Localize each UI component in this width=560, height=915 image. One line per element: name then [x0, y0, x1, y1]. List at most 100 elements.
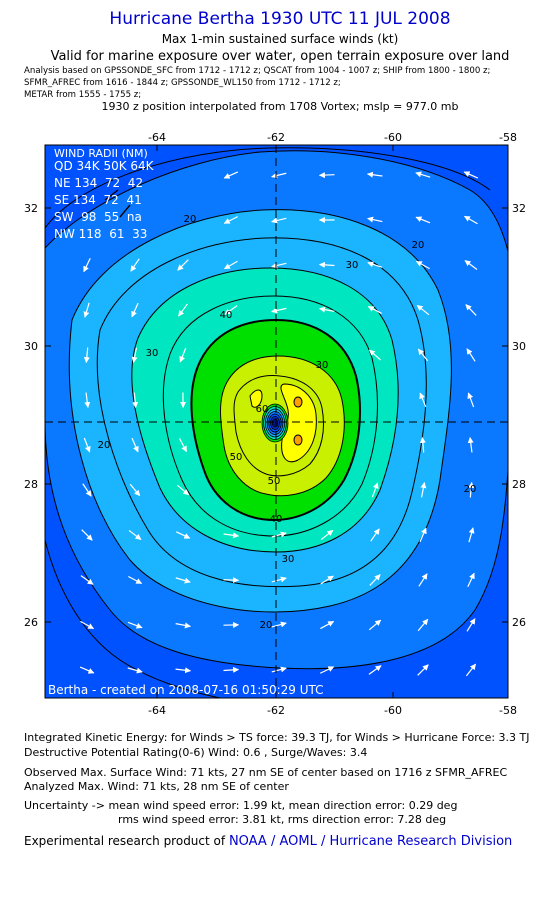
- wind-arrow: [82, 483, 92, 497]
- wind-arrow: [271, 262, 287, 269]
- wind-arrow: [127, 621, 143, 629]
- storm-center: [261, 403, 289, 443]
- wind-arrow: [465, 304, 477, 316]
- band-20kt-contour: [45, 150, 508, 670]
- wind-arrow: [80, 575, 94, 585]
- wind-arrow: [371, 482, 379, 498]
- wind-arrow: [131, 347, 138, 363]
- wind-radii-row-ne: NE 134 72 42: [54, 176, 143, 190]
- contour-label: 30: [282, 554, 295, 565]
- contour-label: 30: [146, 348, 159, 359]
- wind-radii-row-se: SE 134 72 41: [54, 193, 142, 207]
- lon-tick-bottom-62: -62: [267, 704, 285, 717]
- lat-tick-left-26: 26: [24, 616, 38, 629]
- wind-radii-title: WIND RADII (NM): [54, 147, 148, 160]
- wind-arrow: [223, 260, 238, 270]
- wind-arrow: [175, 622, 191, 629]
- wind-arrow: [271, 172, 287, 179]
- wind-arrow: [178, 438, 188, 453]
- wind-arrow: [466, 618, 476, 632]
- contour-label: 50: [230, 452, 243, 463]
- wind-arrow: [467, 436, 474, 453]
- wind-arrow: [175, 531, 191, 539]
- lon-tick-bottom-64: -64: [148, 704, 166, 717]
- wind-arrow: [368, 665, 382, 675]
- ike-summary: Integrated Kinetic Energy: for Winds > T…: [24, 731, 530, 744]
- band-70kt-west: [249, 389, 263, 408]
- wind-arrow: [467, 392, 475, 408]
- map-credit: Bertha - created on 2008-07-16 01:50:29 …: [48, 683, 324, 697]
- max-wind-south: [293, 434, 303, 446]
- contour-label: 20: [184, 214, 197, 225]
- outer-contour-southwest: [45, 539, 221, 698]
- wind-arrow: [417, 348, 429, 362]
- analysis-sources-line-3: METAR from 1555 - 1755 z;: [24, 90, 142, 100]
- wind-arrow: [415, 171, 431, 178]
- analysis-sources-line-1: Analysis based on GPSSONDE_SFC from 1712…: [24, 66, 491, 76]
- wind-arrow: [467, 572, 475, 588]
- wind-arrow: [83, 347, 90, 364]
- lat-tick-left-30: 30: [24, 340, 38, 353]
- wind-radii-header: QD 34K 50K 64K: [54, 159, 155, 173]
- wind-arrow: [319, 666, 335, 674]
- wind-arrow: [320, 620, 335, 630]
- wind-arrow: [130, 258, 140, 272]
- max-wind-north: [293, 396, 303, 408]
- wind-arrow: [367, 261, 383, 268]
- subtitle-wind-type: Max 1-min sustained surface winds (kt): [161, 32, 399, 46]
- contour-label: 40: [220, 310, 233, 321]
- lat-tick-right-28: 28: [512, 478, 526, 491]
- wind-arrow: [466, 348, 476, 362]
- wind-arrow: [416, 304, 430, 316]
- outer-contour-north: [45, 147, 491, 229]
- wind-arrow: [129, 483, 141, 497]
- wind-arrow: [419, 436, 426, 453]
- contour-label: 40: [270, 514, 283, 525]
- product-credit: Experimental research product of NOAA / …: [24, 834, 512, 849]
- wind-arrow: [420, 482, 427, 498]
- wind-arrow: [223, 171, 239, 179]
- eye-ring: [271, 418, 279, 428]
- wind-arrow: [271, 307, 287, 314]
- contour-label: 20: [464, 484, 477, 495]
- position-note: 1930 z position interpolated from 1708 V…: [101, 100, 459, 113]
- band-40kt-contour: [131, 267, 399, 553]
- wind-arrow: [320, 529, 334, 541]
- wind-arrow: [367, 306, 382, 314]
- band-70kt-east: [280, 383, 317, 463]
- wind-arrow: [131, 302, 139, 318]
- wind-arrow: [104, 189, 119, 201]
- wind-arrow: [128, 575, 143, 585]
- wind-arrow: [368, 349, 381, 361]
- product-credit-prefix: Experimental research product of: [24, 834, 226, 848]
- lat-tick-right-30: 30: [512, 340, 526, 353]
- contour-label: 20: [412, 240, 425, 251]
- wind-arrow: [417, 664, 429, 676]
- analyzed-max-wind: Analyzed Max. Wind: 71 kts, 28 nm SE of …: [24, 780, 289, 793]
- contour-45kt: [162, 295, 378, 537]
- wind-field-map: 20 20 20 20 20 30 30 30 30 40 40 50 50 60 WIND RADII …: [24, 131, 526, 717]
- page-title: Hurricane Bertha 1930 UTC 11 JUL 2008: [109, 9, 451, 29]
- wind-arrow: [176, 484, 190, 496]
- wind-radii-row-sw: SW 98 55 na: [54, 210, 142, 224]
- band-30kt-contour: [68, 209, 452, 613]
- wind-arrow: [271, 666, 287, 673]
- wind-arrow: [119, 204, 131, 218]
- observed-max-wind: Observed Max. Surface Wind: 71 kts, 27 n…: [24, 766, 508, 779]
- analysis-sources-line-2: SFMR_AFREC from 1616 - 1844 z; GPSSONDE_…: [24, 78, 341, 88]
- wind-direction-arrows: [79, 171, 479, 677]
- subtitle-exposure: Valid for marine exposure over water, op…: [50, 49, 510, 64]
- wind-arrow: [223, 216, 238, 224]
- contour-label: 20: [98, 440, 111, 451]
- wind-radii-table: WIND RADII (NM) QD 34K 50K 64K NE 134 72…: [54, 147, 155, 241]
- lat-tick-right-32: 32: [512, 202, 526, 215]
- wind-arrow: [367, 216, 383, 223]
- wind-arrow: [271, 621, 287, 628]
- wind-arrow: [318, 261, 335, 268]
- destructive-potential: Destructive Potential Rating(0-6) Wind: …: [24, 746, 368, 759]
- wind-arrow: [178, 303, 188, 317]
- lon-tick-bottom-58: -58: [499, 704, 517, 717]
- hrd-link[interactable]: NOAA / AOML / Hurricane Research Divisio…: [228, 834, 513, 849]
- wind-arrow: [271, 531, 287, 538]
- wind-arrow: [132, 392, 139, 409]
